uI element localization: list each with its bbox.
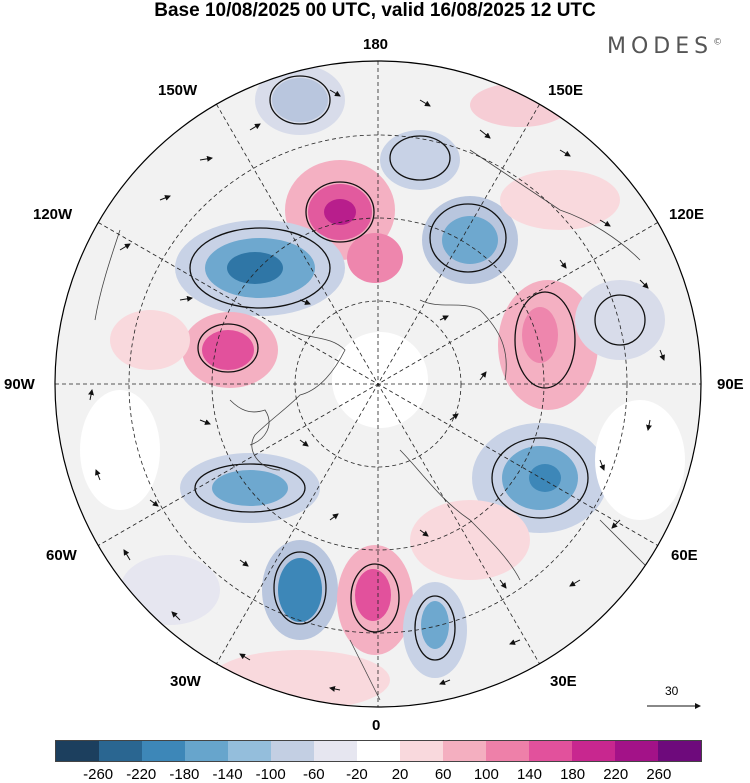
colorbar-tick-label: 100 xyxy=(473,766,499,783)
colorbar-swatch xyxy=(228,741,271,761)
lon-label-90e: 90E xyxy=(717,376,744,393)
vector-scale-label: 30 xyxy=(665,684,679,698)
colorbar-swatch xyxy=(658,741,701,761)
chart-title: Base 10/08/2025 00 UTC, valid 16/08/2025… xyxy=(154,0,596,21)
lon-label-90w: 90W xyxy=(4,376,35,393)
lon-label-180: 180 xyxy=(363,36,389,53)
colorbar-tick-label: -180 xyxy=(169,766,200,783)
colorbar-tick-label: 140 xyxy=(516,766,542,783)
colorbar-swatch xyxy=(443,741,486,761)
colorbar-tick-label: -140 xyxy=(212,766,243,783)
graticule xyxy=(55,61,701,707)
colorbar-swatch xyxy=(142,741,185,761)
colorbar-tick-label: 180 xyxy=(560,766,586,783)
colorbar-tick-label: 60 xyxy=(434,766,452,783)
colorbar-tick-label: -20 xyxy=(346,766,368,783)
colorbar-swatch xyxy=(615,741,658,761)
contour-lines xyxy=(189,75,646,661)
map-border xyxy=(54,60,702,708)
colorbar-tick-label: -260 xyxy=(83,766,114,783)
colorbar-swatch xyxy=(400,741,443,761)
colorbar-tick-label: -100 xyxy=(255,766,286,783)
lon-label-60w: 60W xyxy=(46,547,77,564)
colorbar-swatch xyxy=(572,741,615,761)
colorbar-swatch xyxy=(529,741,572,761)
lon-label-60e: 60E xyxy=(671,547,698,564)
colorbar-tick-label: 20 xyxy=(391,766,409,783)
lon-label-120w: 120W xyxy=(33,206,73,223)
lon-label-30w: 30W xyxy=(170,673,201,690)
lon-label-150e: 150E xyxy=(548,82,584,99)
colorbar-swatch xyxy=(185,741,228,761)
wind-vectors xyxy=(88,89,665,692)
colorbar-tick-label: 260 xyxy=(646,766,672,783)
colorbar-tick-label: 220 xyxy=(603,766,629,783)
colorbar-ticks: -260 -220 -180 -140 -100 -60 -20 20 60 100 140 180 2… xyxy=(55,766,702,783)
colorbar-swatch xyxy=(271,741,314,761)
logo-text: MODES xyxy=(607,34,714,59)
lon-label-30e: 30E xyxy=(550,673,577,690)
colorbar-swatch xyxy=(99,741,142,761)
colorbar xyxy=(55,740,702,762)
lon-label-0: 0 xyxy=(372,717,381,734)
colorbar-swatch xyxy=(314,741,357,761)
lon-label-150w: 150W xyxy=(158,82,198,99)
colorbar-tick-label: -220 xyxy=(126,766,157,783)
colorbar-swatch xyxy=(486,741,529,761)
polar-map xyxy=(54,60,702,709)
logo-mark: © xyxy=(713,37,723,48)
colorbar-swatch xyxy=(357,741,400,761)
colorbar-tick-label: -60 xyxy=(302,766,325,783)
colorbar-swatch xyxy=(56,741,99,761)
lon-label-120e: 120E xyxy=(669,206,705,223)
modes-logo: MODES© xyxy=(607,34,722,59)
